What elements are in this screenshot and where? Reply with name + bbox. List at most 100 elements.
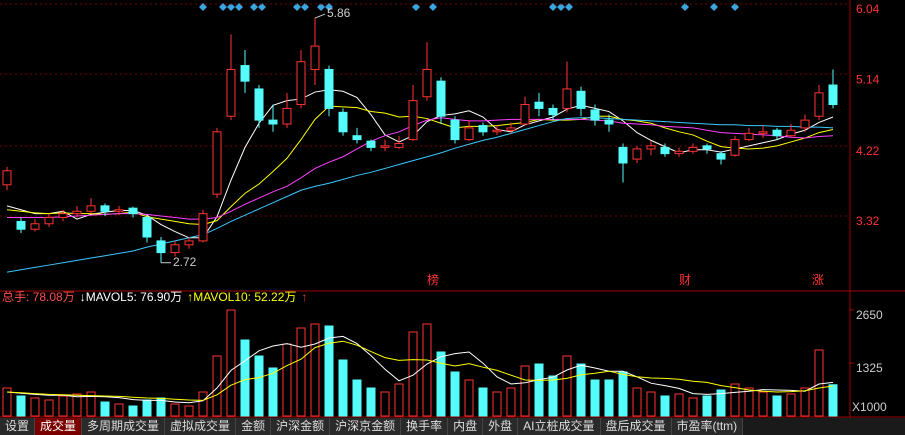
volume-bar (142, 399, 152, 417)
tab[interactable]: 多周期成交量 (82, 418, 166, 435)
candle-body (44, 217, 54, 225)
event-label: 涨 (812, 272, 824, 287)
candle-body (786, 129, 796, 137)
candle-body (730, 139, 740, 156)
candle-body (674, 150, 684, 155)
tab[interactable]: 虚拟成交量 (165, 418, 237, 435)
candle-body (772, 129, 782, 137)
signal-diamond (250, 3, 258, 11)
candle-body (142, 217, 152, 238)
candle-body (310, 45, 320, 70)
volume-bar (226, 309, 236, 417)
candle-body (576, 90, 586, 109)
candle-body (604, 119, 614, 125)
tab[interactable]: 换手率 (401, 418, 449, 435)
vol-ma-line (6, 340, 834, 401)
signal-diamond (301, 3, 309, 11)
signal-diamond (199, 3, 207, 11)
tab[interactable]: 内盘 (448, 418, 484, 435)
volume-bar (548, 375, 558, 417)
candle-body (422, 68, 432, 98)
candle-body (702, 145, 712, 150)
candle-body (100, 205, 110, 212)
candle-body (338, 111, 348, 133)
candle-body (520, 104, 530, 125)
signal-diamond (293, 3, 301, 11)
candle-body (170, 244, 180, 254)
signal-diamond (681, 3, 689, 11)
volume-bar (338, 359, 348, 417)
volume-bar (674, 393, 684, 417)
volume-bar (562, 355, 572, 417)
tab[interactable]: 盘后成交量 (600, 418, 672, 435)
candle-body (72, 210, 82, 215)
candle-body (548, 107, 558, 116)
volume-bar (758, 391, 768, 417)
candle-body (450, 119, 460, 141)
volume-bar (114, 403, 124, 417)
candle-body (436, 80, 446, 117)
candle-body (380, 145, 390, 148)
volume-bar (534, 363, 544, 417)
volume-bar (128, 405, 138, 417)
volume-bar (590, 379, 600, 417)
candle-body (562, 88, 572, 109)
candle-body (590, 109, 600, 121)
indicator-label: ↓MAVOL5: 76.90万 (80, 290, 183, 304)
tab[interactable]: AI立桩成交量 (518, 418, 601, 435)
candle-body (114, 209, 124, 212)
tab[interactable]: 成交量 (35, 418, 83, 435)
candle-body (646, 145, 656, 150)
tab[interactable]: 沪深金额 (271, 418, 331, 435)
candle-body (492, 129, 502, 133)
volume-bar (688, 397, 698, 417)
candle-body (282, 107, 292, 125)
volume-bar (2, 387, 12, 417)
vol-ma-line (6, 335, 834, 404)
volume-bar (660, 395, 670, 417)
volume-bar (450, 371, 460, 417)
volume-bar (184, 405, 194, 417)
volume-bar (44, 399, 54, 417)
volume-bar (618, 371, 628, 417)
tab[interactable]: 外盘 (483, 418, 519, 435)
volume-bar (828, 384, 838, 417)
volume-bar (30, 397, 40, 417)
tab[interactable]: 金额 (236, 418, 272, 435)
indicator-label: ↑MAVOL10: 52.22万 (187, 290, 296, 304)
y-tick-label: 6.04 (856, 2, 880, 16)
candle-body (212, 131, 222, 195)
volume-bar (366, 387, 376, 417)
volume-bar (240, 339, 250, 417)
candle-body (394, 142, 404, 148)
volume-bar (380, 391, 390, 417)
volume-bar (58, 395, 68, 417)
chart: 6.04 5.14 4.22 3.32 5.86 2.72 榜 财 涨 2650 1325 X1000… (0, 0, 905, 418)
volume-bar (506, 387, 516, 417)
y-tick-label: 1325 (856, 361, 883, 375)
y-tick-label: 2650 (856, 308, 883, 322)
volume-bar (254, 355, 264, 417)
signal-diamond (325, 3, 333, 11)
candle-body (800, 119, 810, 129)
volume-bar (716, 389, 726, 417)
candle-body (16, 220, 26, 230)
candle-body (240, 65, 250, 82)
candle-body (268, 119, 278, 125)
ma-line (6, 117, 834, 273)
candle-body (128, 207, 138, 215)
event-label: 榜 (427, 272, 439, 287)
tab[interactable]: 市盈率(ttm) (671, 418, 744, 435)
tab[interactable]: 沪深京金额 (330, 418, 402, 435)
signal-diamond (219, 3, 227, 11)
candle-body (534, 101, 544, 109)
tab[interactable]: 设置 (0, 418, 36, 435)
volume-bar (702, 395, 712, 417)
volume-bar (422, 323, 432, 417)
signal-diamond (731, 3, 739, 11)
volume-bar (520, 365, 530, 417)
candle-body (506, 127, 516, 131)
volume-bar (86, 391, 96, 417)
signal-diamond (258, 3, 266, 11)
